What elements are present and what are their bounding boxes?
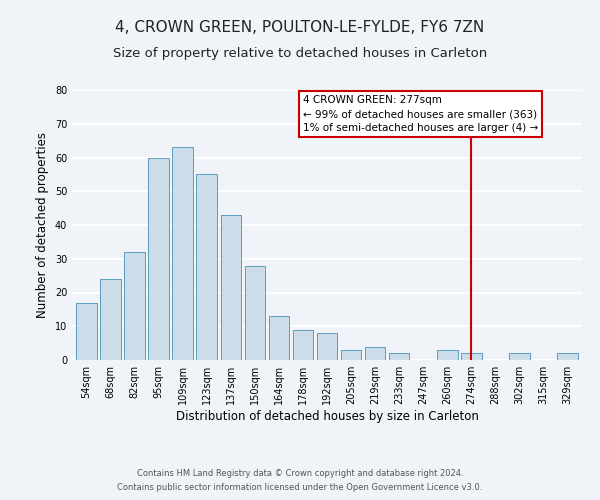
- Y-axis label: Number of detached properties: Number of detached properties: [36, 132, 49, 318]
- Text: Size of property relative to detached houses in Carleton: Size of property relative to detached ho…: [113, 48, 487, 60]
- Bar: [124, 252, 145, 360]
- Bar: [100, 279, 121, 360]
- Bar: [437, 350, 458, 360]
- Bar: [557, 353, 578, 360]
- Text: 4 CROWN GREEN: 277sqm
← 99% of detached houses are smaller (363)
1% of semi-deta: 4 CROWN GREEN: 277sqm ← 99% of detached …: [303, 95, 538, 133]
- Bar: [196, 174, 217, 360]
- Bar: [76, 302, 97, 360]
- Bar: [269, 316, 289, 360]
- Bar: [365, 346, 385, 360]
- Text: 4, CROWN GREEN, POULTON-LE-FYLDE, FY6 7ZN: 4, CROWN GREEN, POULTON-LE-FYLDE, FY6 7Z…: [115, 20, 485, 35]
- Bar: [172, 148, 193, 360]
- Bar: [148, 158, 169, 360]
- Bar: [509, 353, 530, 360]
- Bar: [245, 266, 265, 360]
- Bar: [293, 330, 313, 360]
- Bar: [317, 333, 337, 360]
- Text: Contains HM Land Registry data © Crown copyright and database right 2024.: Contains HM Land Registry data © Crown c…: [137, 468, 463, 477]
- Bar: [389, 353, 409, 360]
- Bar: [461, 353, 482, 360]
- X-axis label: Distribution of detached houses by size in Carleton: Distribution of detached houses by size …: [176, 410, 478, 423]
- Bar: [341, 350, 361, 360]
- Text: Contains public sector information licensed under the Open Government Licence v3: Contains public sector information licen…: [118, 484, 482, 492]
- Bar: [221, 215, 241, 360]
